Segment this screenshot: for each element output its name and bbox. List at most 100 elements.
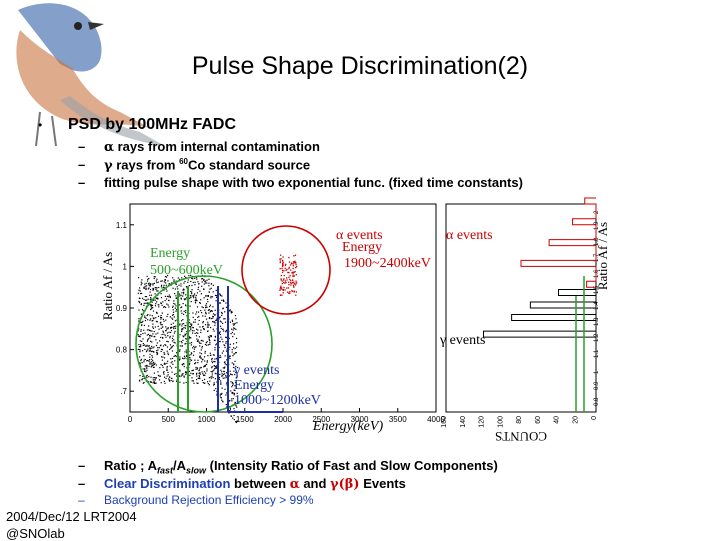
gamma-event-point (180, 310, 182, 312)
gamma-event-point (155, 297, 157, 299)
gamma-event-point (182, 373, 184, 375)
gamma-event-point (201, 361, 203, 363)
gamma-event-point (149, 294, 151, 296)
gamma-event-point (183, 376, 185, 378)
gamma-event-point (223, 370, 225, 373)
gamma-event-point (221, 312, 223, 315)
alpha-event-point (289, 264, 292, 266)
gamma-event-point (231, 331, 234, 334)
gamma-event-point (170, 377, 173, 380)
gamma-event-point (229, 309, 231, 311)
gamma-event-point (162, 337, 164, 339)
gamma-event-point (204, 343, 207, 346)
gamma-event-point (192, 326, 194, 329)
gamma-event-point (232, 392, 234, 394)
gamma-event-point (152, 323, 154, 325)
gamma-event-point (171, 306, 174, 308)
gamma-event-point (210, 297, 212, 299)
gamma-event-point (186, 315, 188, 317)
gamma-event-point (160, 327, 162, 329)
alpha-event-point (293, 286, 295, 288)
gamma-event-point (160, 382, 162, 384)
gamma-event-point (139, 336, 141, 338)
hist-legend-alpha: α events (446, 228, 493, 243)
gamma-event-point (206, 282, 208, 284)
gamma-event-point (235, 371, 237, 373)
gamma-event-point (199, 377, 201, 380)
gamma-event-point (138, 287, 141, 289)
gamma-event-point (156, 281, 158, 284)
alpha-event-point (292, 284, 295, 287)
gamma-event-point (186, 367, 188, 369)
gamma-event-point (155, 280, 157, 282)
gamma-event-point (163, 371, 165, 373)
alpha-event-point (292, 267, 294, 270)
gamma-event-point (190, 337, 192, 339)
gamma-event-point (150, 294, 153, 296)
gamma-event-point (161, 312, 163, 314)
gamma-event-point (151, 350, 153, 352)
gamma-event-point (203, 365, 206, 367)
gamma-event-point (160, 302, 163, 305)
gamma-event-point (233, 370, 235, 372)
gamma-event-point (154, 276, 156, 278)
gamma-event-point (149, 319, 151, 321)
gamma-event-point (171, 340, 174, 342)
gamma-event-point (147, 333, 150, 336)
alpha-event-point (280, 279, 282, 281)
gamma-event-point (235, 386, 237, 388)
gamma-event-point (211, 375, 213, 377)
gamma-event-point (181, 325, 183, 327)
gamma-event-point (183, 298, 185, 300)
gamma-event-point (140, 329, 142, 331)
gamma-event-point (229, 409, 232, 411)
gamma-event-point (182, 295, 184, 297)
gamma-event-point (141, 282, 143, 284)
gamma-event-point (138, 300, 140, 303)
alpha-event-point (288, 266, 290, 269)
gamma-event-point (165, 282, 167, 284)
gamma-event-point (173, 341, 175, 343)
alpha-event-point (282, 264, 284, 267)
gamma-event-point (173, 316, 175, 318)
gamma-event-point (207, 330, 209, 332)
alpha-event-point (288, 292, 290, 294)
gamma-event-point (201, 285, 203, 287)
gamma-event-point (176, 352, 178, 354)
gamma-event-point (184, 333, 186, 335)
gamma-event-point (167, 335, 169, 337)
alpha-event-point (281, 282, 283, 285)
gamma-event-point (209, 326, 212, 329)
scatter-ytick-label: .7 (120, 387, 127, 396)
gamma-event-point (139, 380, 141, 382)
gamma-event-point (169, 365, 171, 367)
gamma-event-point (143, 298, 145, 301)
gamma-event-point (190, 352, 192, 354)
gamma-event-point (147, 319, 149, 321)
gamma-event-point (226, 329, 228, 331)
gamma-event-point (167, 304, 169, 306)
gamma-event-point (205, 280, 207, 282)
gamma-event-point (211, 358, 213, 360)
gamma-event-point (191, 377, 193, 379)
alpha-event-point (284, 282, 286, 284)
gamma-event-point (207, 294, 209, 297)
gamma-event-point (157, 325, 159, 328)
gamma-event-point (146, 334, 148, 336)
gamma-event-point (138, 335, 141, 337)
gamma-event-point (151, 345, 153, 348)
alpha-event-point (293, 275, 295, 277)
gamma-event-point (143, 329, 145, 331)
gamma-event-point (178, 293, 181, 295)
gamma-event-point (172, 322, 174, 324)
gamma-event-point (164, 344, 166, 346)
gamma-energy-window-green (177, 286, 189, 412)
hist-ytick-label: 1.4 (594, 301, 600, 310)
gamma-event-point (214, 361, 216, 363)
gamma-event-point (190, 344, 192, 346)
gamma-event-point (230, 390, 232, 392)
gamma-event-point (215, 344, 217, 346)
alpha-event-point (282, 259, 284, 262)
gamma-event-point (166, 274, 169, 277)
main-bullet-text: PSD by 100MHz FADC (68, 116, 237, 133)
